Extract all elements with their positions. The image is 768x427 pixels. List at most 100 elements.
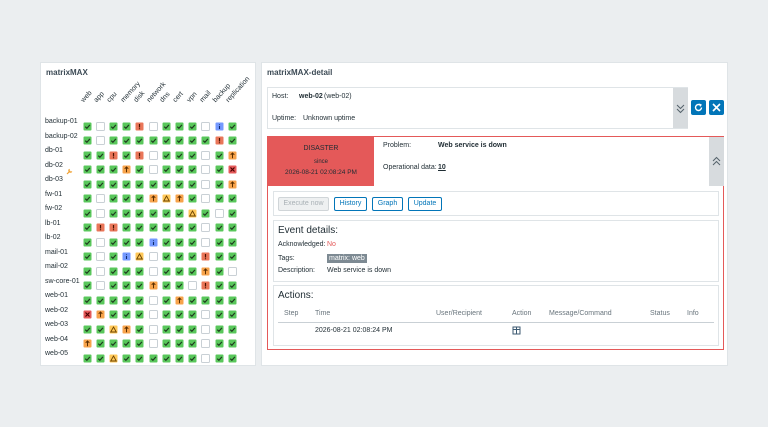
status-cell[interactable] <box>162 306 171 319</box>
status-cell[interactable] <box>215 190 224 203</box>
status-cell[interactable] <box>188 335 197 348</box>
status-cell[interactable] <box>109 277 118 290</box>
status-cell[interactable] <box>109 118 118 130</box>
status-cell[interactable] <box>122 219 131 232</box>
status-cell[interactable] <box>228 277 237 290</box>
status-cell[interactable] <box>162 219 171 232</box>
status-cell[interactable] <box>162 205 171 217</box>
status-cell[interactable] <box>83 350 92 362</box>
status-cell[interactable] <box>122 306 131 319</box>
status-cell[interactable] <box>228 205 237 217</box>
status-cell[interactable] <box>215 147 224 159</box>
status-cell[interactable] <box>122 118 131 130</box>
status-cell[interactable] <box>215 350 224 362</box>
status-cell[interactable] <box>201 277 210 290</box>
status-cell[interactable] <box>228 248 237 261</box>
status-cell[interactable] <box>228 219 237 232</box>
status-cell[interactable] <box>188 219 197 232</box>
status-cell[interactable] <box>122 292 131 304</box>
status-cell[interactable] <box>122 205 131 217</box>
status-cell[interactable] <box>135 205 144 217</box>
status-cell[interactable] <box>122 176 131 188</box>
status-cell[interactable] <box>83 277 92 290</box>
status-cell[interactable] <box>109 132 118 145</box>
status-cell[interactable] <box>215 176 224 188</box>
status-cell[interactable] <box>149 132 158 145</box>
status-cell[interactable] <box>162 147 171 159</box>
status-cell[interactable] <box>188 190 197 203</box>
status-cell[interactable] <box>188 350 197 362</box>
status-cell[interactable] <box>228 292 237 304</box>
status-cell[interactable] <box>215 277 224 290</box>
status-cell[interactable] <box>162 277 171 290</box>
status-cell[interactable] <box>96 161 105 174</box>
status-cell[interactable] <box>188 132 197 145</box>
status-cell[interactable] <box>109 190 118 203</box>
status-cell[interactable] <box>83 248 92 261</box>
status-cell[interactable] <box>109 161 118 174</box>
status-cell[interactable] <box>215 292 224 304</box>
status-cell[interactable] <box>83 132 92 145</box>
status-cell[interactable] <box>109 205 118 217</box>
status-cell[interactable] <box>83 335 92 348</box>
status-cell[interactable] <box>188 292 197 304</box>
status-cell[interactable] <box>201 248 210 261</box>
status-cell[interactable] <box>149 205 158 217</box>
status-cell[interactable] <box>135 350 144 362</box>
status-cell[interactable] <box>149 234 158 246</box>
status-cell[interactable] <box>188 118 197 130</box>
status-cell[interactable] <box>228 132 237 145</box>
status-cell[interactable] <box>135 219 144 232</box>
status-cell[interactable] <box>135 321 144 333</box>
status-cell[interactable] <box>109 263 118 275</box>
status-cell[interactable] <box>201 132 210 145</box>
status-cell[interactable] <box>96 350 105 362</box>
status-cell[interactable] <box>149 176 158 188</box>
status-cell[interactable] <box>135 176 144 188</box>
status-cell[interactable] <box>162 292 171 304</box>
status-cell[interactable] <box>122 335 131 348</box>
status-cell[interactable] <box>228 321 237 333</box>
status-cell[interactable] <box>162 335 171 348</box>
status-cell[interactable] <box>175 147 184 159</box>
status-cell[interactable] <box>149 219 158 232</box>
status-cell[interactable] <box>188 176 197 188</box>
status-cell[interactable] <box>162 321 171 333</box>
status-cell[interactable] <box>135 190 144 203</box>
status-cell[interactable] <box>96 306 105 319</box>
status-cell[interactable] <box>96 321 105 333</box>
host-name[interactable]: web-02 <box>299 93 323 100</box>
status-cell[interactable] <box>135 147 144 159</box>
status-cell[interactable] <box>83 118 92 130</box>
status-cell[interactable] <box>228 190 237 203</box>
status-cell[interactable] <box>162 263 171 275</box>
status-cell[interactable] <box>228 161 237 174</box>
status-cell[interactable] <box>175 306 184 319</box>
status-cell[interactable] <box>83 176 92 188</box>
status-cell[interactable] <box>188 306 197 319</box>
status-cell[interactable] <box>162 118 171 130</box>
collapse-button[interactable] <box>709 137 724 186</box>
status-cell[interactable] <box>162 161 171 174</box>
status-cell[interactable] <box>188 263 197 275</box>
status-cell[interactable] <box>96 147 105 159</box>
status-cell[interactable] <box>175 219 184 232</box>
status-cell[interactable] <box>122 248 131 261</box>
refresh-button[interactable] <box>691 100 706 115</box>
status-cell[interactable] <box>109 176 118 188</box>
status-cell[interactable] <box>135 132 144 145</box>
status-cell[interactable] <box>175 132 184 145</box>
status-cell[interactable] <box>188 147 197 159</box>
status-cell[interactable] <box>109 335 118 348</box>
status-cell[interactable] <box>109 350 118 362</box>
status-cell[interactable] <box>162 176 171 188</box>
status-cell[interactable] <box>135 335 144 348</box>
status-cell[interactable] <box>83 292 92 304</box>
status-cell[interactable] <box>109 292 118 304</box>
status-cell[interactable] <box>162 248 171 261</box>
status-cell[interactable] <box>96 219 105 232</box>
update-button[interactable]: Update <box>408 197 442 211</box>
status-cell[interactable] <box>122 321 131 333</box>
status-cell[interactable] <box>228 234 237 246</box>
status-cell[interactable] <box>83 205 92 217</box>
